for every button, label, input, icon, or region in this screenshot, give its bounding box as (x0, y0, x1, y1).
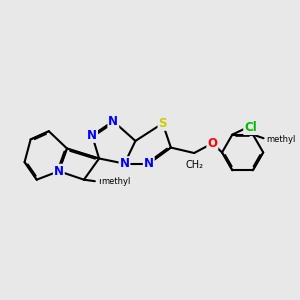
Text: Cl: Cl (244, 121, 257, 134)
Text: methyl: methyl (101, 177, 130, 186)
Text: methyl: methyl (98, 177, 130, 186)
Text: N: N (108, 115, 118, 128)
Text: S: S (158, 117, 167, 130)
Text: N: N (54, 165, 64, 178)
Text: methyl: methyl (267, 135, 296, 144)
Text: CH₂: CH₂ (185, 160, 203, 170)
Text: N: N (87, 129, 97, 142)
Text: N: N (119, 157, 130, 170)
Text: O: O (207, 137, 217, 150)
Text: N: N (144, 157, 154, 170)
